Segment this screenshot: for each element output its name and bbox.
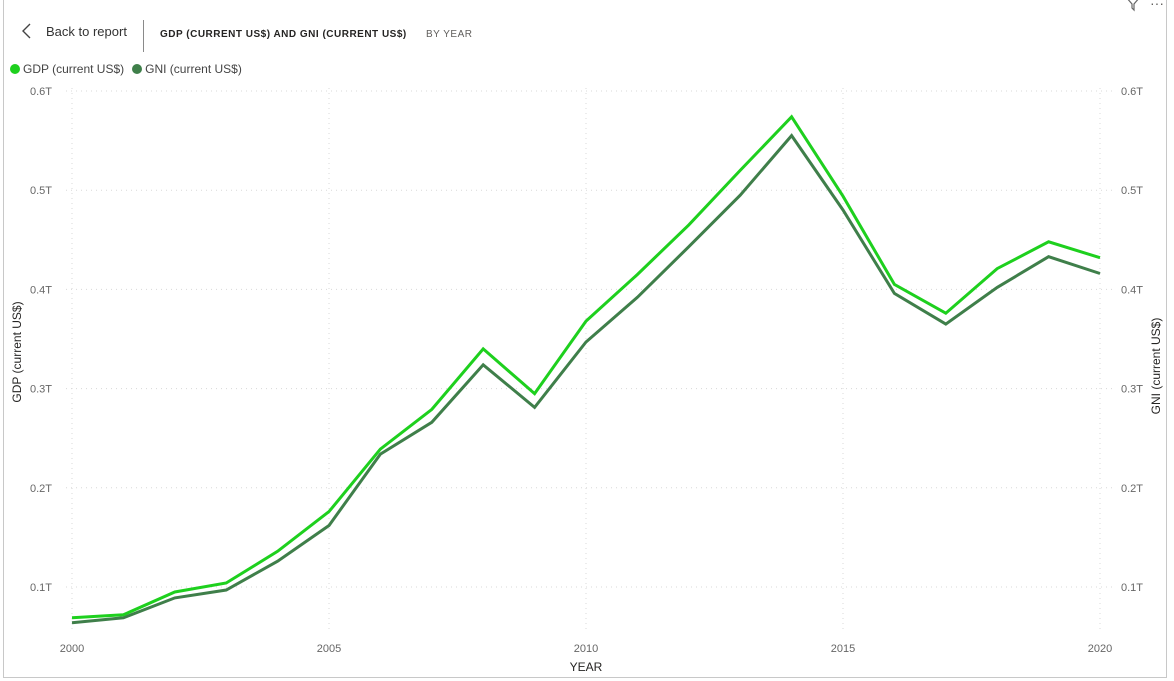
y-tick-right: 0.2T [1121, 483, 1143, 495]
x-tick: 2005 [317, 643, 341, 655]
x-tick: 2000 [60, 643, 84, 655]
x-tick: 2015 [831, 643, 855, 655]
series-line-gdp[interactable] [71, 114, 1101, 620]
header-divider [143, 20, 144, 52]
series-lines [71, 114, 1101, 625]
legend-item-gni[interactable]: GNI (current US$) [132, 62, 242, 76]
y-tick-left: 0.2T [30, 483, 52, 495]
y-tick-left: 0.1T [30, 582, 52, 594]
chart-legend: GDP (current US$) GNI (current US$) [10, 62, 250, 76]
visual-header-icons: ··· [1124, 0, 1164, 17]
y-tick-right: 0.5T [1121, 185, 1143, 197]
back-to-report-button[interactable]: Back to report [20, 22, 127, 40]
back-to-report-label: Back to report [46, 23, 127, 39]
visual-subtitle: BY YEAR [426, 29, 473, 40]
x-tick: 2020 [1088, 643, 1112, 655]
axis-ticks: 0.1T 0.1T 0.2T 0.2T 0.3T 0.3T 0.4T 0.4T 0.5T 0.5T… [30, 86, 1143, 655]
x-tick: 2010 [574, 643, 598, 655]
y-tick-right: 0.1T [1121, 582, 1143, 594]
legend-marker-gdp [10, 64, 20, 74]
filter-icon[interactable] [1124, 0, 1142, 17]
more-options-icon[interactable]: ··· [1150, 0, 1164, 11]
focus-header: Back to report GDP (CURRENT US$) AND GNI… [0, 0, 1174, 60]
visual-frame [3, 0, 1167, 678]
series-line-gni[interactable] [71, 133, 1101, 625]
y-tick-left: 0.4T [30, 284, 52, 296]
visual-title: GDP (CURRENT US$) AND GNI (CURRENT US$) [160, 29, 407, 40]
y-tick-left: 0.6T [30, 86, 52, 98]
legend-label-gni: GNI (current US$) [145, 62, 242, 76]
chevron-left-icon [22, 23, 31, 39]
grid-lines [66, 88, 1112, 632]
legend-item-gdp[interactable]: GDP (current US$) [10, 62, 124, 76]
legend-label-gdp: GDP (current US$) [23, 62, 125, 76]
y-tick-right: 0.6T [1121, 86, 1143, 98]
y-tick-left: 0.5T [30, 185, 52, 197]
x-axis-title: YEAR [570, 660, 603, 674]
y-tick-right: 0.4T [1121, 284, 1143, 296]
y-tick-right: 0.3T [1121, 384, 1143, 396]
y-axis-title-left: GDP (current US$) [10, 301, 24, 402]
legend-marker-gni [132, 64, 143, 74]
y-tick-left: 0.3T [30, 384, 52, 396]
y-axis-title-right: GNI (current US$) [1149, 318, 1163, 415]
